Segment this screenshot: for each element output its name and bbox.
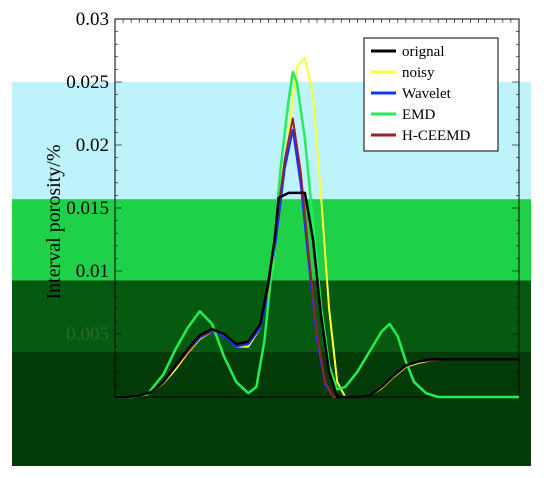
y-tick-label: 0.025 <box>66 72 109 93</box>
y-axis-label: Interval porosity/% <box>43 145 65 300</box>
legend-label-noisy: noisy <box>402 65 435 81</box>
y-tick-label: 0.015 <box>66 198 109 219</box>
legend-label-emd: EMD <box>402 107 436 123</box>
overlay-band-4 <box>12 351 531 466</box>
axes-frame <box>114 18 520 398</box>
legend: orignal noisy Wavelet EMD H-CEEMD <box>363 37 499 152</box>
series-line-orignal <box>115 191 519 399</box>
y-tick-label: 0.03 <box>76 9 109 30</box>
legend-label-orignal: orignal <box>402 44 445 60</box>
y-tick-label: 0.01 <box>76 261 109 282</box>
overlay-band-3 <box>12 280 531 352</box>
legend-label-wavelet: Wavelet <box>402 86 452 102</box>
series-line-emd <box>115 70 519 399</box>
y-tick-labels: 0.03 0.025 0.02 0.015 0.01 0.005 <box>66 9 109 345</box>
y-tick-label: 0.005 <box>66 324 109 345</box>
series-lines <box>115 57 519 399</box>
legend-label-h-ceemd: H-CEEMD <box>402 128 470 144</box>
y-tick-label: 0.02 <box>76 135 109 156</box>
